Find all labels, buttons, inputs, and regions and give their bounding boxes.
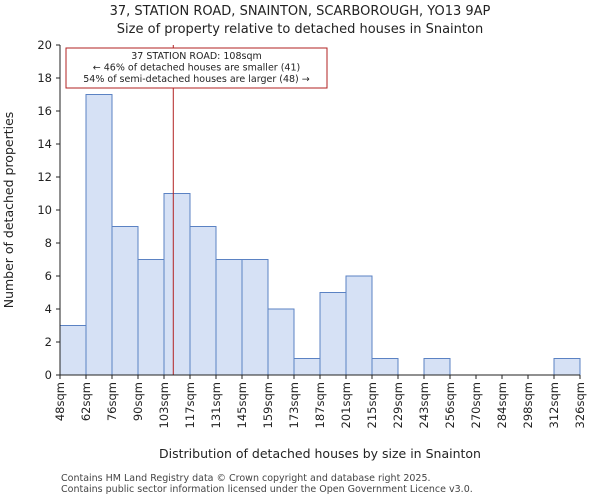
x-tick-label-117sqm: 117sqm xyxy=(183,382,197,428)
chart-subtitle: Size of property relative to detached ho… xyxy=(117,22,483,37)
x-tick-label-298sqm: 298sqm xyxy=(521,382,535,428)
bar-187sqm xyxy=(319,292,347,376)
x-tick-label-270sqm: 270sqm xyxy=(469,382,483,428)
bar-215sqm xyxy=(371,358,399,376)
bar-90sqm xyxy=(137,259,165,376)
annotation-box xyxy=(65,47,328,89)
bars-group xyxy=(59,94,581,376)
y-tick-label-14: 14 xyxy=(37,137,52,151)
bar-103sqm xyxy=(163,193,191,376)
y-tick-label-4: 4 xyxy=(45,302,52,316)
y-tick-label-2: 2 xyxy=(45,335,52,349)
x-tick-label-256sqm: 256sqm xyxy=(443,382,457,428)
y-tick-label-6: 6 xyxy=(45,269,52,283)
x-tick-label-187sqm: 187sqm xyxy=(313,382,327,428)
histogram-chart: 37, STATION ROAD, SNAINTON, SCARBOROUGH,… xyxy=(1,4,587,461)
x-tick-label-48sqm: 48sqm xyxy=(53,382,67,421)
x-tick-label-103sqm: 103sqm xyxy=(157,382,171,428)
x-axis-label: Distribution of detached houses by size … xyxy=(159,446,481,461)
y-tick-label-12: 12 xyxy=(37,170,52,184)
bar-117sqm xyxy=(189,226,217,376)
footer-licence: Contains public sector information licen… xyxy=(61,484,473,495)
bar-173sqm xyxy=(293,358,321,376)
property-marker: 37 STATION ROAD: 108sqm← 46% of detached… xyxy=(65,45,328,375)
x-tick-label-90sqm: 90sqm xyxy=(131,382,145,421)
bar-243sqm xyxy=(423,358,451,376)
y-tick-label-8: 8 xyxy=(45,236,52,250)
x-tick-label-76sqm: 76sqm xyxy=(105,382,119,421)
x-tick-label-145sqm: 145sqm xyxy=(235,382,249,428)
y-tick-label-20: 20 xyxy=(37,38,52,52)
x-tick-label-326sqm: 326sqm xyxy=(573,382,587,428)
chart-title: 37, STATION ROAD, SNAINTON, SCARBOROUGH,… xyxy=(110,4,491,19)
annotation-line-2: ← 46% of detached houses are smaller (41… xyxy=(93,63,300,74)
annotation-line-1: 37 STATION ROAD: 108sqm xyxy=(131,51,262,62)
bar-131sqm xyxy=(215,259,243,376)
axes-group: 0 2 4 6 8 10 12 14 16 18 20 48sqm 62sqm 76sqm 90sqm 103… xyxy=(37,38,587,428)
bar-48sqm xyxy=(59,325,87,376)
bar-159sqm xyxy=(267,308,295,376)
y-axis-label: Number of detached properties xyxy=(1,112,16,309)
y-tick-label-16: 16 xyxy=(37,104,52,118)
x-tick-label-229sqm: 229sqm xyxy=(391,382,405,428)
x-tick-label-159sqm: 159sqm xyxy=(261,382,275,428)
x-tick-label-131sqm: 131sqm xyxy=(209,382,223,428)
x-tick-label-215sqm: 215sqm xyxy=(365,382,379,428)
y-tick-label-18: 18 xyxy=(37,71,52,85)
x-tick-label-173sqm: 173sqm xyxy=(287,382,301,428)
x-tick-label-243sqm: 243sqm xyxy=(417,382,431,428)
bar-62sqm xyxy=(85,94,113,376)
bar-312sqm xyxy=(553,358,581,376)
y-tick-label-10: 10 xyxy=(37,203,52,217)
bar-145sqm xyxy=(241,259,269,376)
y-tick-label-0: 0 xyxy=(45,368,52,382)
x-tick-label-62sqm: 62sqm xyxy=(79,382,93,421)
x-tick-label-284sqm: 284sqm xyxy=(495,382,509,428)
x-tick-label-201sqm: 201sqm xyxy=(339,382,353,428)
bar-76sqm xyxy=(111,226,139,376)
bar-201sqm xyxy=(345,275,373,376)
footer-copyright: Contains HM Land Registry data © Crown c… xyxy=(61,473,431,484)
x-tick-label-312sqm: 312sqm xyxy=(547,382,561,428)
annotation-line-3: 54% of semi-detached houses are larger (… xyxy=(83,74,310,85)
